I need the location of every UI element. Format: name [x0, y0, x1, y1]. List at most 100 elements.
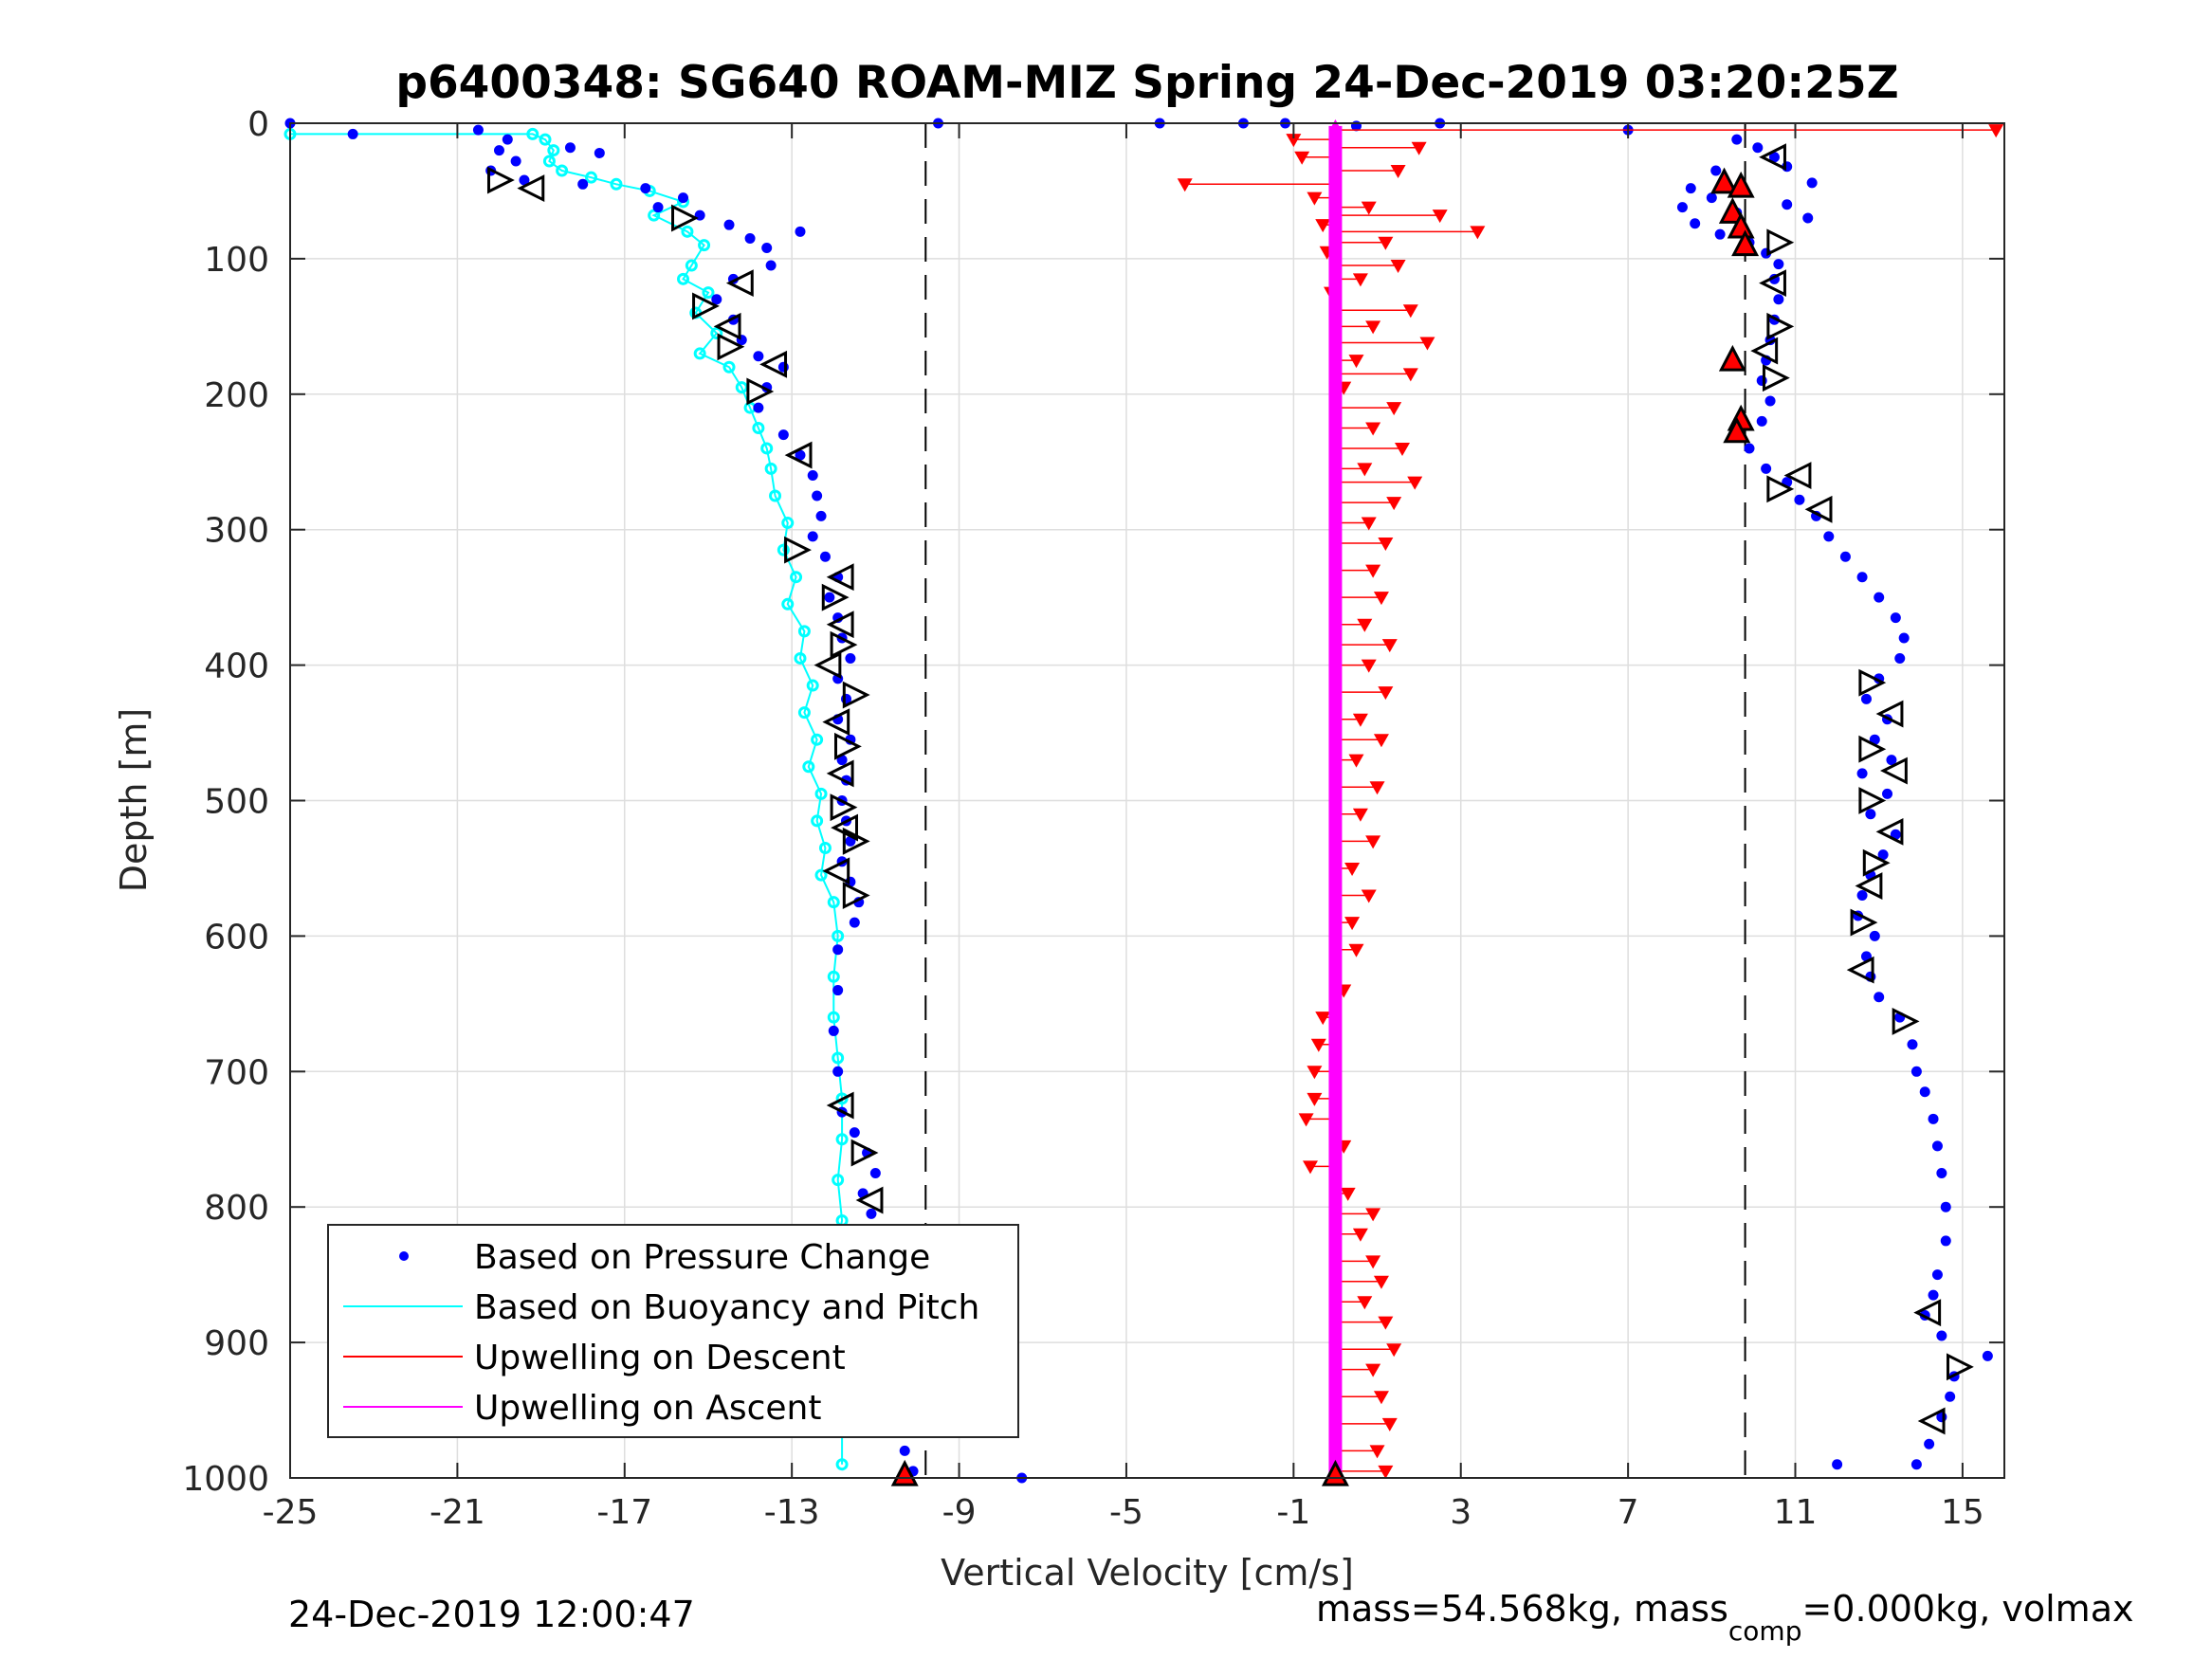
legend-entry-buoyancy: Based on Buoyancy and Pitch [343, 1288, 979, 1327]
descent-upwelling-point [1307, 1066, 1323, 1080]
profile-marker [1875, 817, 1904, 846]
y-tick-label: 400 [204, 647, 269, 686]
profile-marker [842, 882, 870, 909]
x-tick-label: -9 [942, 1493, 977, 1532]
x-axis-label: Vertical Velocity [cm/s] [941, 1552, 1354, 1594]
pressure-change-point [1924, 1438, 1935, 1449]
descent-upwelling-point [1407, 476, 1423, 490]
y-tick-label: 100 [204, 241, 269, 280]
y-tick-label: 0 [247, 105, 269, 144]
buoyancy-pitch-point [556, 164, 569, 177]
descent-upwelling-point [1365, 564, 1381, 578]
legend-swatch-pressure [399, 1251, 409, 1261]
pressure-change-point [723, 219, 735, 230]
buoyancy-pitch-point [827, 1011, 840, 1024]
descent-upwelling-point [1411, 141, 1427, 155]
marker-layer [486, 143, 1974, 1486]
descent-upwelling-point [1344, 862, 1361, 876]
pressure-change-point [824, 592, 835, 603]
profile-marker [850, 1139, 879, 1167]
profile-marker [822, 857, 850, 885]
buoyancy-pitch-point [710, 326, 723, 339]
profile-marker [1766, 228, 1795, 257]
y-tick-label: 200 [204, 376, 269, 415]
pressure-change-point [849, 917, 860, 928]
descent-upwelling-point [1381, 639, 1398, 653]
pressure-change-point [1710, 165, 1722, 176]
descent-upwelling-point [1361, 201, 1377, 215]
descent-upwelling-point [1470, 226, 1486, 240]
pressure-change-point [812, 490, 823, 501]
pressure-change-point [1931, 1269, 1943, 1281]
profile-marker [1913, 1299, 1942, 1327]
pressure-change-point [711, 294, 722, 305]
buoyancy-pitch-point [547, 144, 560, 157]
buoyancy-pitch-point [814, 787, 828, 800]
buoyancy-pitch-point [814, 868, 828, 882]
profile-marker [784, 536, 812, 564]
pressure-change-point [1806, 177, 1818, 189]
descent-upwelling-point [1352, 273, 1368, 287]
pressure-change-point [1936, 1167, 1947, 1178]
profile-marker [1766, 475, 1795, 503]
profile-marker [1946, 1353, 1974, 1381]
pressure-change-point [1874, 592, 1885, 603]
descent-upwelling-point [1369, 781, 1385, 795]
legend-entry-ascent: Upwelling on Ascent [343, 1389, 821, 1428]
pressure-change-point [1919, 1086, 1930, 1098]
descent-upwelling-point [1378, 537, 1394, 551]
pressure-change-point [1940, 1235, 1951, 1247]
pressure-change-point [1744, 443, 1755, 454]
pressure-change-point [1706, 192, 1717, 204]
pressure-change-point [1714, 228, 1726, 240]
profile-marker [486, 166, 515, 194]
buoyancy-pitch-point [542, 155, 556, 168]
descent-upwelling-point [1386, 1343, 1402, 1358]
profile-marker [842, 681, 870, 709]
profile-marker [759, 350, 788, 378]
pressure-change-point [832, 1066, 844, 1077]
pressure-change-point [577, 178, 589, 190]
descent-upwelling-point [1357, 463, 1373, 477]
legend-label-buoyancy: Based on Buoyancy and Pitch [474, 1288, 979, 1327]
footer-mass-suffix: =0.000kg, volmax [1801, 1588, 2133, 1630]
pressure-change-point [795, 226, 806, 237]
y-tick-label: 900 [204, 1324, 269, 1363]
y-axis-label: Depth [m] [113, 708, 155, 893]
pressure-change-point [777, 429, 789, 441]
descent-upwelling-point [1432, 210, 1448, 224]
legend: Based on Pressure Change Based on Buoyan… [327, 1224, 1019, 1438]
footer-mass-info: mass=54.568kg, masscomp=0.000kg, volmax [1316, 1588, 2133, 1647]
buoyancy-pitch-point [722, 360, 736, 374]
descent-upwelling-point [1378, 1465, 1394, 1479]
pressure-change-point [845, 652, 856, 664]
descent-upwelling-point [1315, 219, 1331, 233]
profile-marker [1875, 700, 1904, 728]
pressure-change-point [1898, 632, 1910, 644]
buoyancy-pitch-point [610, 177, 623, 191]
pressure-change-point [1856, 768, 1868, 779]
x-tick-label: -5 [1109, 1493, 1143, 1532]
buoyancy-pitch-point [790, 571, 803, 584]
descent-upwelling-point [1378, 686, 1394, 701]
y-tick-label: 800 [204, 1189, 269, 1228]
profile-marker [1759, 143, 1786, 172]
pressure-change-point [777, 361, 789, 373]
pressure-change-point [502, 134, 513, 145]
descent-upwelling-point [1365, 320, 1381, 335]
profile-marker [1858, 787, 1887, 814]
pressure-change-point [1936, 1330, 1947, 1341]
pressure-change-point [1794, 494, 1805, 505]
profile-marker [830, 793, 858, 822]
descent-upwelling-point [1307, 1092, 1323, 1106]
pressure-change-point [472, 124, 484, 136]
descent-upwelling-point [1419, 337, 1435, 351]
y-tick-label: 300 [204, 512, 269, 551]
pressure-change-point [1752, 142, 1764, 154]
x-axis: -25 -21 -17 -13 -9 -5 -1 3 7 11 15 [263, 123, 1984, 1532]
profile-marker [671, 204, 699, 232]
descent-upwelling-point [1348, 355, 1364, 369]
ascent-upwelling-point [1328, 455, 1343, 468]
pressure-change-point [1768, 152, 1780, 163]
descent-upwelling-point [1357, 618, 1373, 632]
